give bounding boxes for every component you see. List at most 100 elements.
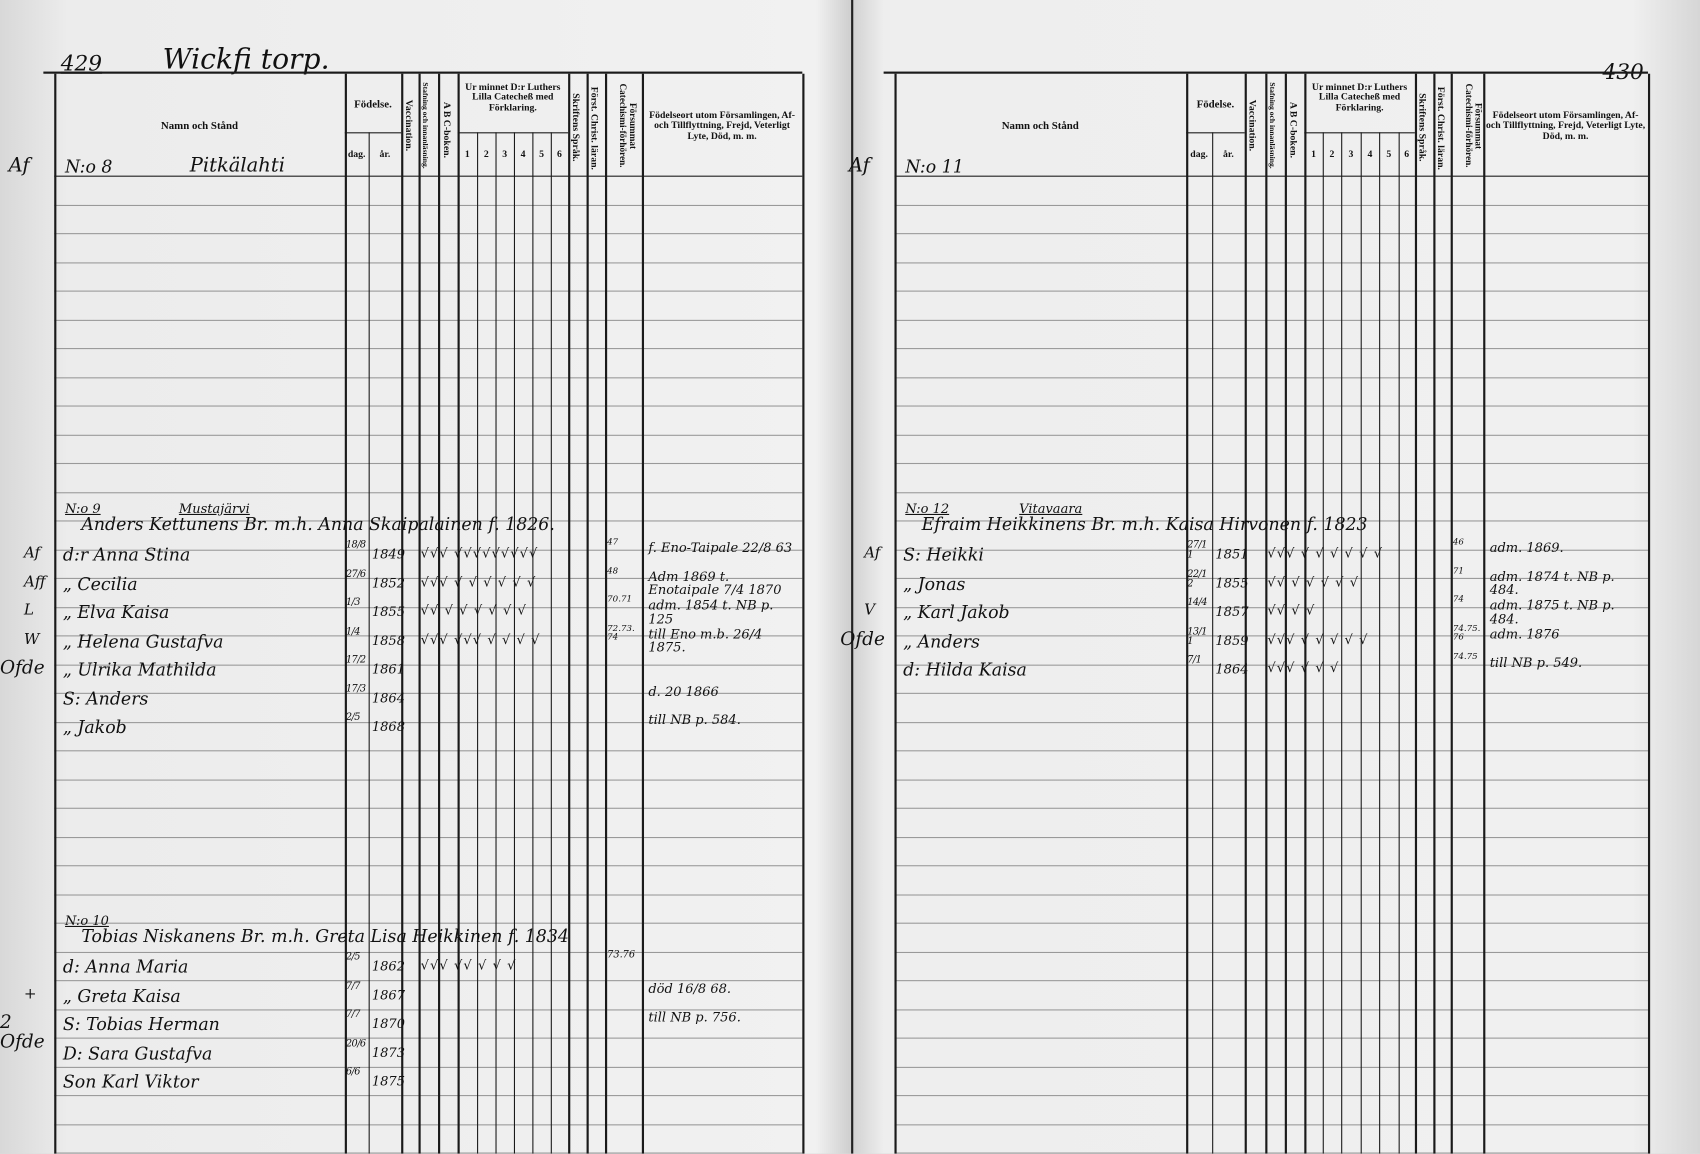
column-rule (1284, 73, 1287, 1154)
header-abc: A B C-boken. (441, 102, 453, 159)
header-reading: Stafning och innanläsning. (421, 82, 430, 169)
member-birth-day: 7/7 (345, 980, 361, 992)
member-birth-day: 14/4 (1187, 597, 1207, 609)
member-margin-note: V (864, 601, 876, 620)
column-rule (54, 73, 57, 1154)
ruled-line (54, 520, 803, 522)
ruled-line (894, 577, 1648, 579)
member-birth-year: 1875 (371, 1073, 405, 1089)
member-knowledge-marks: √√√ √√√ √ √ √ √ (420, 631, 541, 647)
ruled-line (894, 722, 1648, 724)
column-rule (1647, 73, 1651, 1154)
place-title: Wickfi torp. (162, 43, 330, 76)
ruled-line (894, 635, 1648, 637)
member-birth-year: 1868 (371, 718, 405, 735)
member-notes: Adm 1869 t. Enotaipale 7/4 1870 (648, 568, 782, 598)
member-notes: adm. 1875 t. NB p. 484. (1489, 597, 1615, 627)
member-birth-day: 27/6 (345, 568, 366, 580)
member-birth-day: 6/6 (345, 1066, 361, 1078)
header-catechism-col: 1 (464, 148, 470, 160)
ruled-line (54, 607, 803, 609)
ruled-line (54, 290, 803, 292)
header-year: år. (379, 148, 391, 160)
household-farm: Vitavaara (1019, 500, 1083, 517)
column-rule (401, 73, 404, 1154)
member-birth-day: 7/7 (345, 1009, 361, 1021)
column-rule (1398, 132, 1400, 1154)
member-margin-note: Af (864, 544, 881, 562)
ruled-line (54, 377, 803, 379)
ruled-line (54, 894, 803, 896)
household-head: Efraim Heikkinens Br. m.h. Kaisa Hirvone… (921, 513, 1368, 535)
member-birth-day: 17/3 (345, 683, 366, 695)
header-catechism: Ur minnet D:r Luthers Lilla Catecheß med… (1311, 81, 1408, 113)
ruled-line (54, 319, 803, 321)
ruled-line (894, 692, 1648, 694)
member-margin-note: W (23, 630, 40, 648)
ruled-line (894, 1066, 1648, 1068)
column-rule (1379, 132, 1381, 1154)
column-rule (894, 73, 897, 1154)
member-birth-day: 1/4 (345, 626, 361, 637)
member-margin-note: + (23, 984, 37, 1003)
ruled-line (54, 1152, 803, 1154)
ruled-line (894, 837, 1648, 839)
household-head: Anders Kettunens Br. m.h. Anna Skaipalai… (81, 513, 555, 535)
header-day: dag. (347, 148, 366, 160)
ruled-line (894, 1037, 1648, 1039)
member-christ-years: 71 (1452, 565, 1464, 576)
ruled-line (894, 434, 1648, 436)
ruled-line (54, 922, 803, 924)
header-abc: A B C-boken. (1288, 102, 1300, 159)
member-name: „ Greta Kaisa (62, 984, 181, 1006)
ruled-line (894, 377, 1648, 379)
header-top-rule (43, 71, 803, 74)
subheader-rule-catechism (457, 132, 569, 134)
household-number: N:o 12 (905, 500, 950, 517)
household-bracket: Ofde (840, 628, 885, 650)
member-notes: adm. 1876 (1489, 626, 1560, 642)
ruled-line (54, 664, 803, 666)
member-birth-day: 1/3 (345, 597, 361, 609)
member-christ-years: 70.71 (607, 594, 632, 604)
header-scripture: Skriftens Språk. (570, 93, 582, 163)
column-rule (1244, 73, 1247, 1154)
header-vaccination: Vaccination. (403, 100, 415, 152)
member-name: „ Jakob (62, 716, 127, 738)
ruled-line (894, 779, 1648, 781)
member-notes: adm. 1874 t. NB p. 484. (1489, 568, 1615, 598)
member-birth-day: 2/5 (345, 712, 361, 724)
column-rule (1322, 132, 1324, 1154)
member-notes: adm. 1854 t. NB p. 125 (648, 597, 774, 627)
member-birth-year: 1851 (1215, 546, 1249, 562)
column-rule (1341, 132, 1343, 1154)
member-knowledge-marks: √√√ √√√√√√√√√ (420, 545, 539, 561)
member-name: „ Ulrika Mathilda (62, 659, 217, 680)
member-birth-year: 1859 (1215, 632, 1249, 648)
column-rule (1433, 73, 1436, 1154)
ruled-line (54, 722, 803, 724)
member-birth-year: 1864 (371, 690, 405, 706)
ruled-line (54, 549, 803, 551)
column-rule (604, 73, 608, 1154)
household-number: N:o 10 (65, 912, 109, 929)
ruled-line (54, 1037, 803, 1039)
ruled-line (894, 492, 1648, 494)
column-rule (513, 132, 515, 1154)
member-knowledge-marks: √√√ √ √ √ (1267, 660, 1340, 676)
household-head-christ: 73.76 (607, 949, 636, 961)
ruled-line (894, 894, 1648, 896)
member-birth-day: 18/8 (345, 539, 366, 551)
ruled-line (54, 635, 803, 637)
column-rule (802, 73, 805, 1154)
member-name: „ Helena Gustafva (62, 630, 224, 652)
header-missed: Försummat Catechismi-förhören. (618, 83, 639, 168)
ruled-line (54, 233, 803, 235)
header-christ: Först. Christ. läran. (1435, 86, 1447, 170)
member-birth-year: 1857 (1215, 603, 1249, 620)
member-name: d: Hilda Kaisa (903, 659, 1027, 680)
ruled-line (894, 262, 1648, 264)
header-catechism-col: 4 (520, 148, 526, 160)
ruled-line (54, 462, 803, 465)
